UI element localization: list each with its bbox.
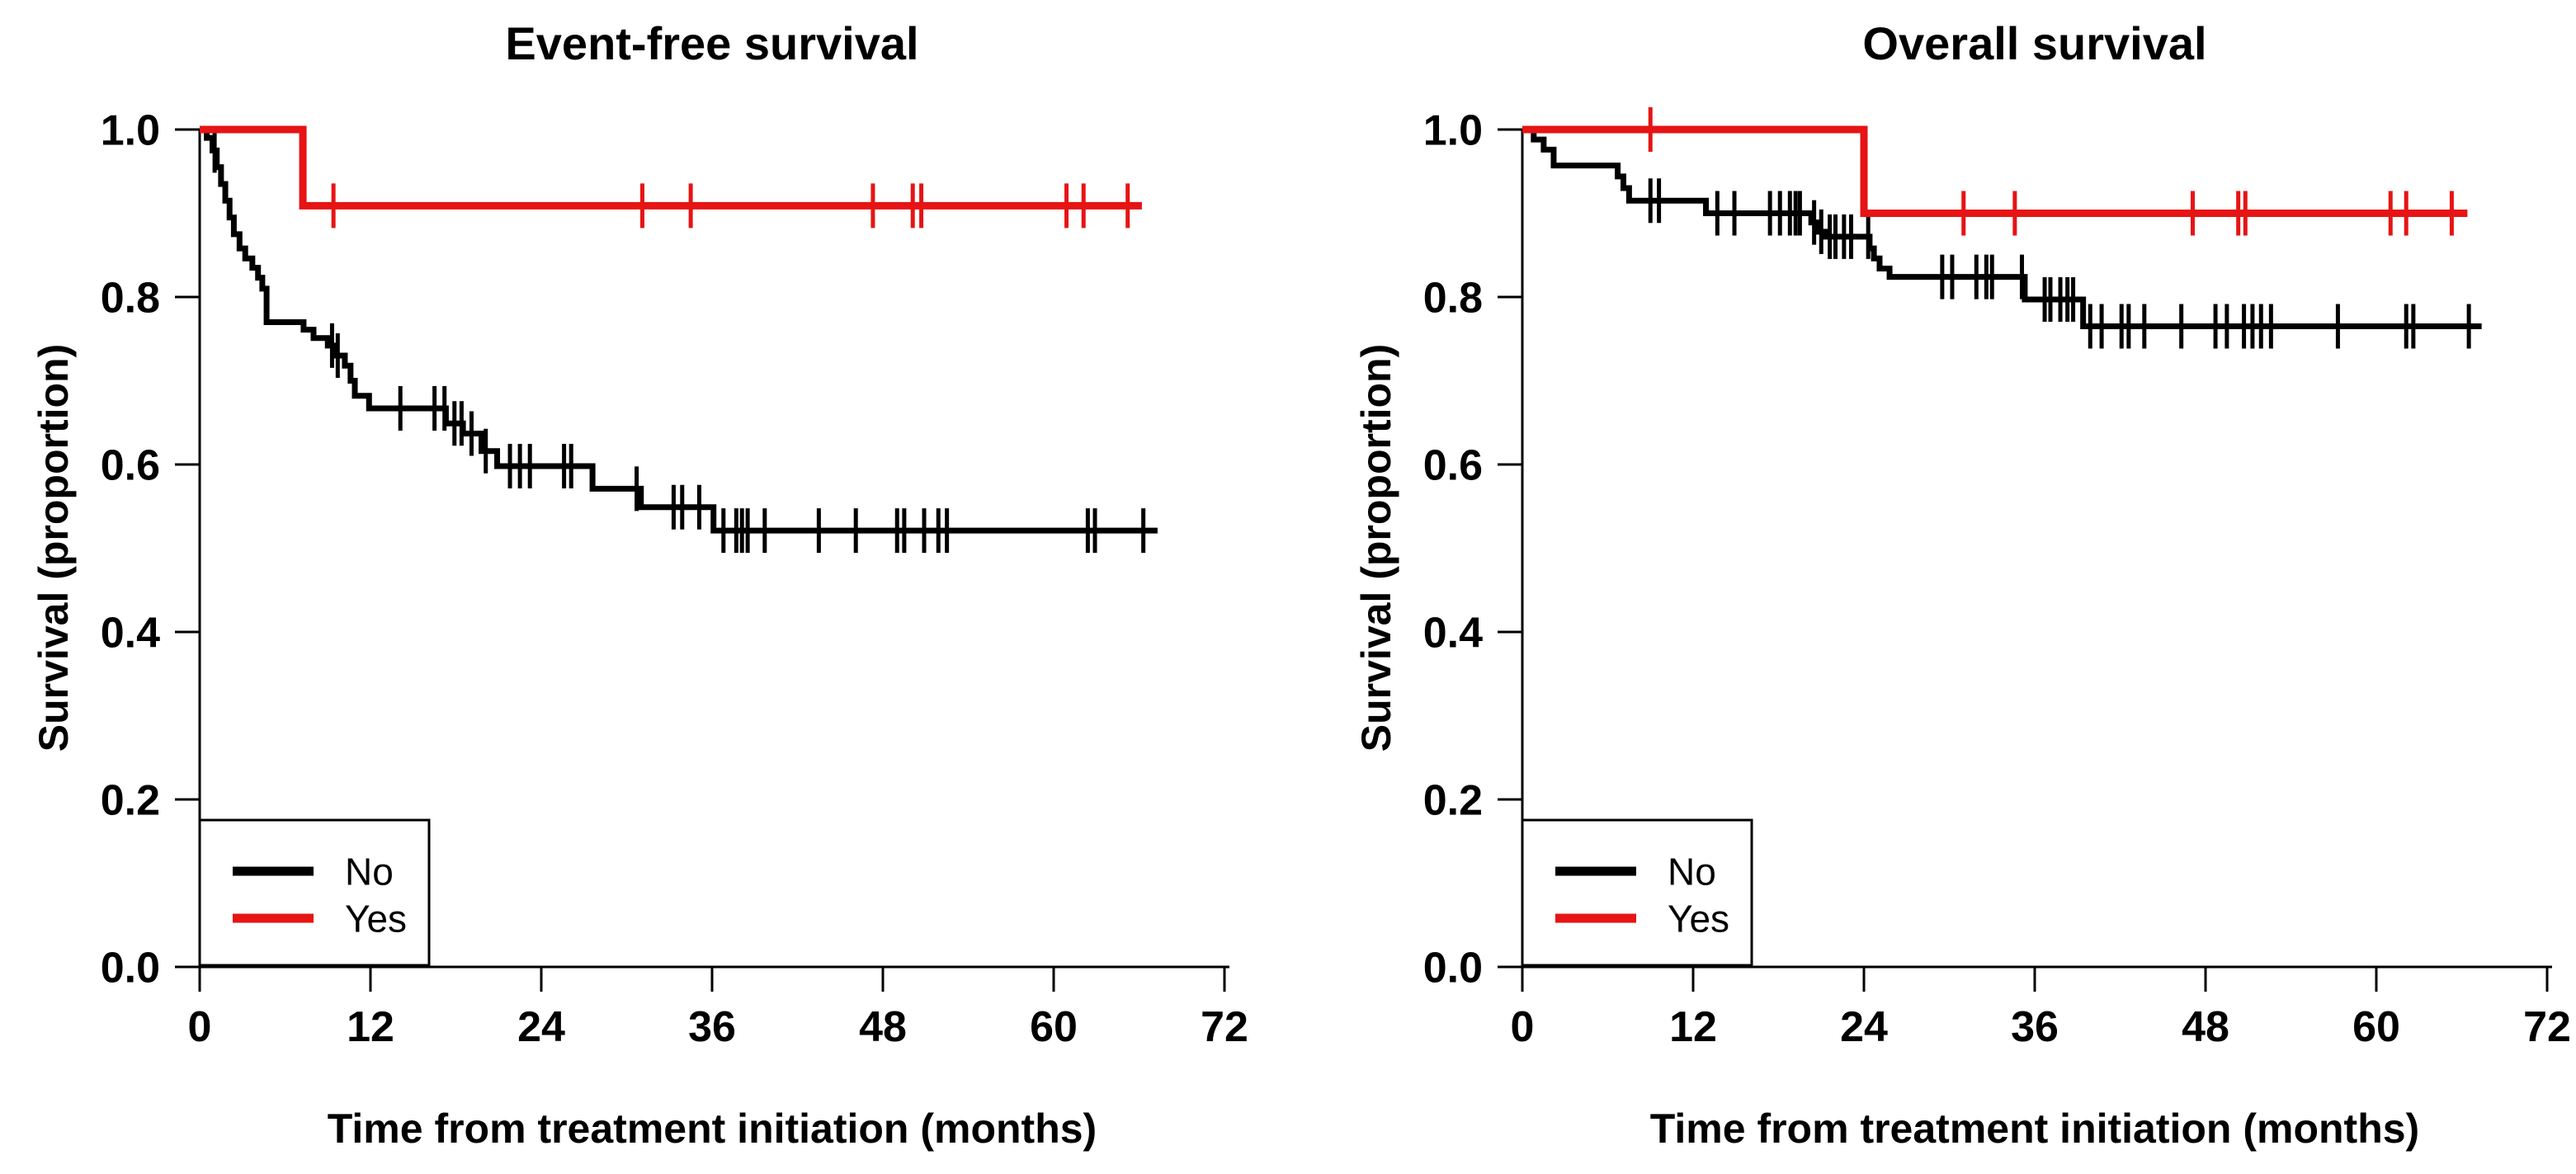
legend-label-yes: Yes	[345, 898, 407, 941]
legend-box	[198, 818, 431, 967]
x-tick-label: 60	[2352, 1003, 2400, 1051]
x-tick-label: 24	[517, 1003, 565, 1051]
y-tick-label: 0.2	[101, 777, 160, 825]
legend-label-no: No	[1668, 851, 1716, 893]
x-tick-label: 36	[2011, 1003, 2059, 1051]
legend-label-yes: Yes	[1668, 898, 1729, 941]
y-tick-label: 0.0	[101, 945, 160, 992]
y-tick-label: 0.8	[101, 275, 160, 323]
x-tick-label: 36	[688, 1003, 736, 1051]
y-tick-label: 1.0	[1423, 107, 1483, 155]
y-tick-label: 1.0	[101, 107, 160, 155]
legend: No Yes	[1521, 818, 1753, 967]
y-axis-label: Survival (proportion)	[1353, 344, 1399, 752]
panel-title: Overall survival	[1862, 17, 2206, 69]
y-tick-label: 0.6	[101, 442, 160, 490]
x-tick-label: 60	[1030, 1003, 1078, 1051]
km-series-yes	[200, 125, 1142, 229]
km-series-yes	[1522, 107, 2468, 236]
x-tick-label: 12	[1669, 1003, 1717, 1051]
km-curve-yes	[200, 125, 1142, 210]
x-tick-label: 24	[1840, 1003, 1888, 1051]
y-tick-label: 0.4	[1423, 610, 1483, 658]
y-tick-label: 0.8	[1423, 275, 1483, 323]
y-tick-label: 0.2	[1423, 777, 1483, 825]
panel-event-free-survival: Event-free survival Time from treatment i…	[31, 17, 1248, 1152]
x-tick-label: 72	[2523, 1003, 2571, 1051]
x-tick-label: 0	[188, 1003, 212, 1051]
legend-box	[1521, 818, 1753, 967]
km-curve-no	[200, 126, 1158, 534]
y-axis-label: Survival (proportion)	[31, 344, 77, 752]
x-tick-label: 72	[1201, 1003, 1248, 1051]
x-axis-label: Time from treatment initiation (months)	[328, 1106, 1097, 1152]
x-axis-label: Time from treatment initiation (months)	[1650, 1106, 2419, 1152]
y-tick-label: 0.0	[1423, 945, 1483, 992]
y-tick-label: 0.4	[101, 610, 160, 658]
km-series-no	[1522, 126, 2482, 349]
x-tick-label: 48	[2182, 1003, 2229, 1051]
x-tick-label: 48	[859, 1003, 907, 1051]
panel-overall-survival: Overall survival Time from treatment init…	[1353, 17, 2571, 1152]
km-curve-no	[1522, 126, 2482, 330]
km-curve-yes	[1522, 125, 2468, 217]
x-tick-label: 12	[347, 1003, 394, 1051]
legend: No Yes	[198, 818, 431, 967]
legend-label-no: No	[345, 851, 394, 893]
km-series-no	[200, 126, 1158, 554]
x-tick-label: 0	[1511, 1003, 1535, 1051]
panel-title: Event-free survival	[505, 17, 918, 69]
y-tick-label: 0.6	[1423, 442, 1483, 490]
